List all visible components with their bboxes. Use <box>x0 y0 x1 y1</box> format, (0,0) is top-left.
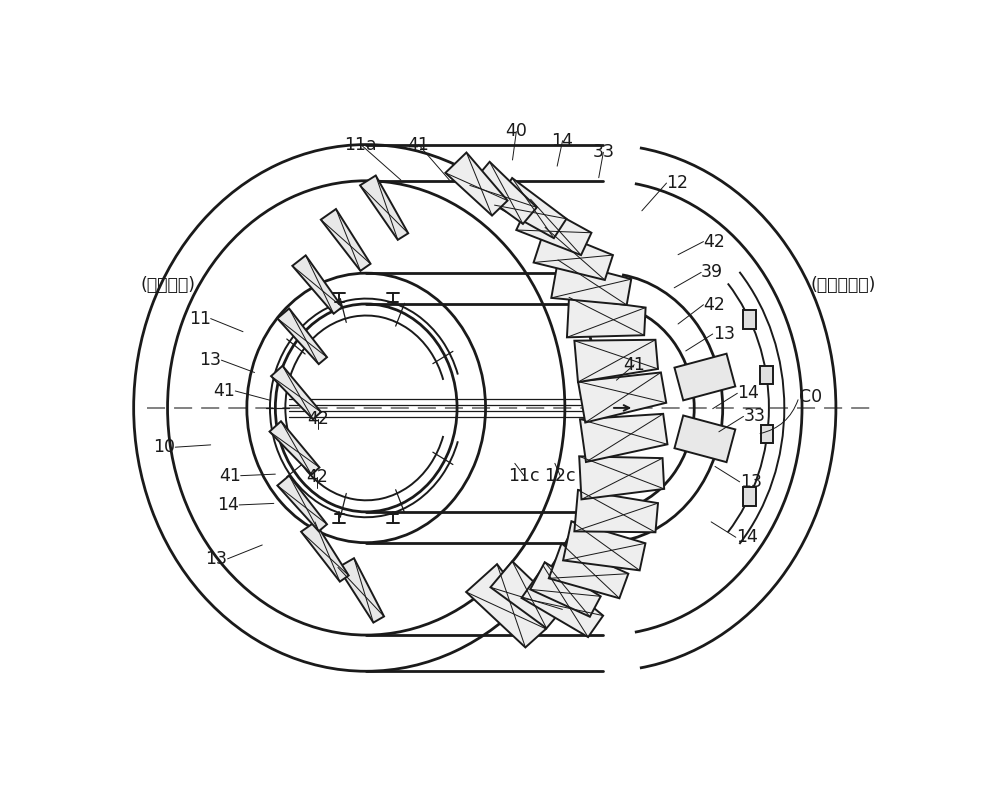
Polygon shape <box>530 562 601 617</box>
Text: 41: 41 <box>623 356 645 374</box>
Text: 42: 42 <box>703 232 725 251</box>
Text: 42: 42 <box>308 410 329 428</box>
Text: 13: 13 <box>199 351 221 369</box>
Polygon shape <box>674 353 735 400</box>
Text: 33: 33 <box>744 408 766 425</box>
Polygon shape <box>534 228 613 280</box>
Text: 11: 11 <box>189 310 211 328</box>
Polygon shape <box>360 175 408 240</box>
Text: 14: 14 <box>737 384 759 403</box>
Text: 14: 14 <box>217 496 239 514</box>
Text: 41: 41 <box>219 466 241 485</box>
Text: 39: 39 <box>701 263 723 282</box>
Polygon shape <box>549 544 628 598</box>
Polygon shape <box>470 161 537 224</box>
Text: (轴向另一侧): (轴向另一侧) <box>811 277 876 295</box>
Polygon shape <box>321 209 371 271</box>
Polygon shape <box>301 522 349 582</box>
Polygon shape <box>579 456 664 500</box>
Text: 41: 41 <box>213 382 235 400</box>
Polygon shape <box>271 366 321 419</box>
Text: 33: 33 <box>592 144 614 161</box>
Polygon shape <box>270 421 319 475</box>
Polygon shape <box>277 308 327 364</box>
Polygon shape <box>466 564 546 647</box>
Polygon shape <box>563 521 645 571</box>
Polygon shape <box>277 475 327 531</box>
Text: 13: 13 <box>206 550 228 568</box>
Text: 40: 40 <box>505 123 527 140</box>
Polygon shape <box>578 373 666 423</box>
Text: 12: 12 <box>666 174 688 192</box>
Polygon shape <box>516 199 591 255</box>
Polygon shape <box>574 490 658 533</box>
Polygon shape <box>580 414 667 462</box>
Text: 42: 42 <box>306 468 328 487</box>
Text: 12c: 12c <box>544 466 576 485</box>
Polygon shape <box>490 562 562 629</box>
Polygon shape <box>567 297 646 337</box>
Polygon shape <box>551 260 631 305</box>
Text: (轴向一侧): (轴向一侧) <box>140 277 195 295</box>
Polygon shape <box>743 487 756 506</box>
Text: 13: 13 <box>713 325 735 343</box>
Text: C0: C0 <box>799 388 822 406</box>
Polygon shape <box>574 340 658 382</box>
Polygon shape <box>292 255 342 314</box>
Polygon shape <box>674 416 735 462</box>
Polygon shape <box>338 558 384 623</box>
Text: 41: 41 <box>408 136 429 153</box>
Text: 42: 42 <box>703 295 725 314</box>
Polygon shape <box>495 178 566 238</box>
Text: 11c: 11c <box>508 466 540 485</box>
Polygon shape <box>761 425 773 443</box>
Text: 14: 14 <box>736 529 758 546</box>
Polygon shape <box>445 153 508 215</box>
Text: 14: 14 <box>552 132 573 150</box>
Polygon shape <box>522 567 603 637</box>
Text: 10: 10 <box>153 438 175 456</box>
Polygon shape <box>743 310 756 328</box>
Text: 13: 13 <box>740 473 762 491</box>
Polygon shape <box>760 366 773 384</box>
Text: 11a: 11a <box>344 136 377 153</box>
